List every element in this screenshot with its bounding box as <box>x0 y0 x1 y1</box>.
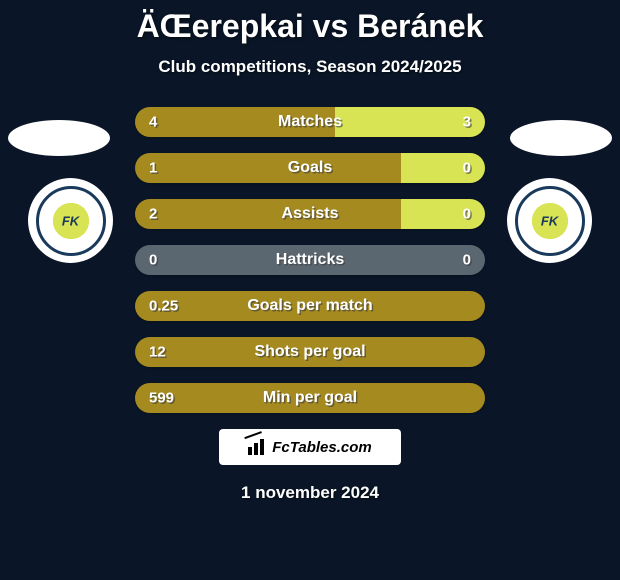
page-title: ÄŒerepkai vs Beránek <box>0 0 620 45</box>
club-badge-left: FK <box>28 178 113 263</box>
brand-text: FcTables.com <box>272 439 371 456</box>
stat-bar-shots-per-goal: 12 Shots per goal <box>135 337 485 367</box>
stat-value-left: 1 <box>149 160 157 177</box>
stat-bar-left-fill <box>135 153 401 183</box>
snapshot-date: 1 november 2024 <box>0 483 620 503</box>
stat-label: Hattricks <box>276 251 344 269</box>
stat-value-left: 12 <box>149 344 166 361</box>
club-badge-right-initials: FK <box>518 213 582 228</box>
stat-value-right: 3 <box>463 114 471 131</box>
stat-value-left: 0.25 <box>149 298 178 315</box>
stat-bar-right-fill <box>401 153 485 183</box>
stat-value-left: 599 <box>149 390 174 407</box>
stat-value-left: 0 <box>149 252 157 269</box>
stat-bar-left-fill <box>135 199 401 229</box>
stat-value-left: 4 <box>149 114 157 131</box>
stat-value-right: 0 <box>463 160 471 177</box>
stat-label: Assists <box>282 205 339 223</box>
stat-bar-right-fill <box>401 199 485 229</box>
stat-label: Goals per match <box>247 297 372 315</box>
stat-bar-goals: 1 0 Goals <box>135 153 485 183</box>
stat-bar-hattricks: 0 0 Hattricks <box>135 245 485 275</box>
stat-value-right: 0 <box>463 252 471 269</box>
club-badge-left-initials: FK <box>39 213 103 228</box>
stat-bar-matches: 4 3 Matches <box>135 107 485 137</box>
comparison-bars: 4 3 Matches 1 0 Goals 2 0 Assists 0 0 Hattricks 0.25… <box>0 107 620 413</box>
stat-value-left: 2 <box>149 206 157 223</box>
player-right-avatar-placeholder <box>510 120 612 156</box>
subtitle: Club competitions, Season 2024/2025 <box>0 57 620 77</box>
stat-bar-min-per-goal: 599 Min per goal <box>135 383 485 413</box>
club-badge-right: FK <box>507 178 592 263</box>
stat-bar-assists: 2 0 Assists <box>135 199 485 229</box>
stat-label: Matches <box>278 113 342 131</box>
brand-watermark: FcTables.com <box>219 429 401 465</box>
stat-label: Goals <box>288 159 332 177</box>
stat-label: Min per goal <box>263 389 357 407</box>
stat-label: Shots per goal <box>254 343 365 361</box>
stat-bar-goals-per-match: 0.25 Goals per match <box>135 291 485 321</box>
brand-chart-icon <box>248 439 268 455</box>
player-left-avatar-placeholder <box>8 120 110 156</box>
stat-value-right: 0 <box>463 206 471 223</box>
